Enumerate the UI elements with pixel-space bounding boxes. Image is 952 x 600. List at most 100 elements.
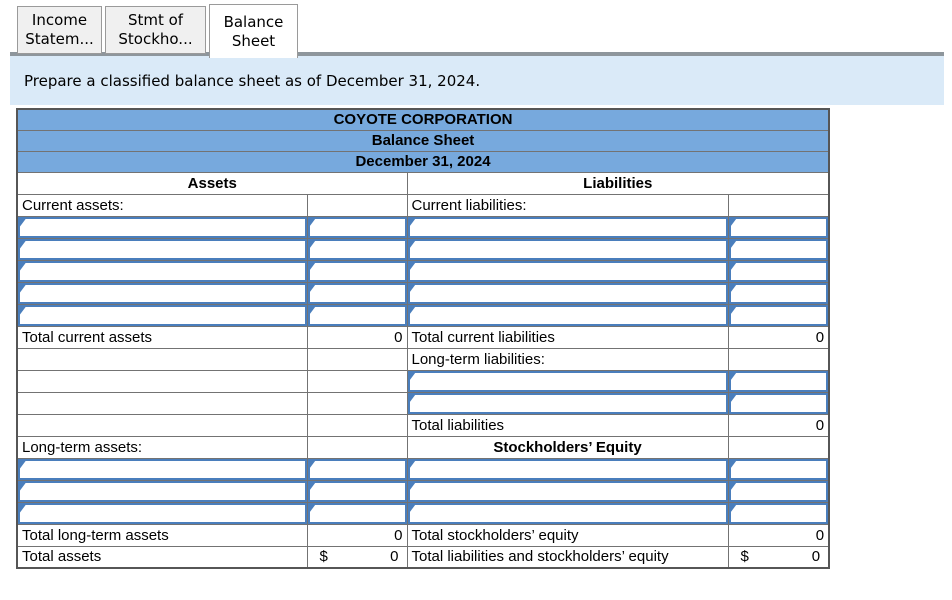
statement-title-row: Balance Sheet bbox=[16, 129, 830, 152]
tab-income-statement[interactable]: Income Statem... bbox=[17, 6, 102, 54]
empty-cell bbox=[306, 369, 408, 393]
account-input-cell[interactable] bbox=[406, 369, 729, 393]
tab-strip: Income Statem... Stmt of Stockho... Bala… bbox=[17, 4, 298, 58]
amount-input-cell[interactable] bbox=[727, 215, 830, 239]
current-liabilities-label: Current liabilities: bbox=[406, 193, 729, 217]
empty-cell bbox=[16, 369, 308, 393]
empty-cell bbox=[16, 413, 308, 437]
balance-sheet-table: COYOTE CORPORATION Balance Sheet Decembe… bbox=[16, 108, 831, 569]
account-input-cell[interactable] bbox=[406, 479, 729, 503]
subtotal-row: Total long-term assets 0 Total stockhold… bbox=[16, 523, 830, 547]
table-row: Current assets: Current liabilities: bbox=[16, 193, 830, 217]
total-assets-value: 0 bbox=[390, 548, 399, 566]
total-long-term-assets-label: Total long-term assets bbox=[16, 523, 308, 547]
amount-input-cell[interactable] bbox=[727, 391, 830, 415]
amount-input-cell[interactable] bbox=[727, 303, 830, 327]
total-current-liabilities-label: Total current liabilities bbox=[406, 325, 729, 349]
amount-input-cell[interactable] bbox=[306, 281, 408, 305]
tab-stmt-line1: Stmt of bbox=[127, 11, 184, 29]
account-input-cell[interactable] bbox=[16, 457, 308, 481]
currency-symbol: $ bbox=[319, 548, 328, 566]
tab-stmt-line2: Stockho... bbox=[118, 30, 193, 48]
liabilities-header: Liabilities bbox=[406, 171, 830, 195]
currency-symbol: $ bbox=[740, 548, 749, 566]
amount-input-cell[interactable] bbox=[727, 281, 830, 305]
statement-title: Balance Sheet bbox=[16, 129, 830, 152]
current-assets-label: Current assets: bbox=[16, 193, 308, 217]
amount-input-cell[interactable] bbox=[727, 259, 830, 283]
empty-cell bbox=[306, 435, 408, 459]
total-liabilities-and-equity-value-cell: $ 0 bbox=[727, 545, 830, 569]
statement-date-row: December 31, 2024 bbox=[16, 150, 830, 173]
account-input-cell[interactable] bbox=[406, 501, 729, 525]
account-input-cell[interactable] bbox=[16, 303, 308, 327]
account-input-cell[interactable] bbox=[16, 479, 308, 503]
amount-input-cell[interactable] bbox=[306, 259, 408, 283]
account-input-cell[interactable] bbox=[16, 501, 308, 525]
input-row bbox=[16, 281, 830, 305]
statement-date: December 31, 2024 bbox=[16, 150, 830, 173]
account-input-cell[interactable] bbox=[406, 457, 729, 481]
account-input-cell[interactable] bbox=[406, 391, 729, 415]
amount-input-cell[interactable] bbox=[306, 215, 408, 239]
account-input-cell[interactable] bbox=[406, 259, 729, 283]
input-row bbox=[16, 457, 830, 481]
empty-cell bbox=[727, 435, 830, 459]
empty-cell bbox=[306, 347, 408, 371]
amount-input-cell[interactable] bbox=[306, 457, 408, 481]
total-liabilities-value: 0 bbox=[727, 413, 830, 437]
total-assets-label: Total assets bbox=[16, 545, 308, 569]
total-current-assets-value: 0 bbox=[306, 325, 408, 349]
company-title-row: COYOTE CORPORATION bbox=[16, 108, 830, 131]
tab-bar: Income Statem... Stmt of Stockho... Bala… bbox=[0, 0, 952, 58]
total-current-liabilities-value: 0 bbox=[727, 325, 830, 349]
amount-input-cell[interactable] bbox=[306, 479, 408, 503]
long-term-liabilities-label: Long-term liabilities: bbox=[406, 347, 729, 371]
account-input-cell[interactable] bbox=[406, 281, 729, 305]
amount-input-cell[interactable] bbox=[727, 479, 830, 503]
total-stockholders-equity-label: Total stockholders’ equity bbox=[406, 523, 729, 547]
amount-input-cell[interactable] bbox=[727, 369, 830, 393]
empty-cell bbox=[727, 193, 830, 217]
empty-cell bbox=[727, 347, 830, 371]
tab-balance-sheet-line2: Sheet bbox=[231, 31, 276, 50]
input-row bbox=[16, 215, 830, 239]
amount-input-cell[interactable] bbox=[727, 457, 830, 481]
amount-input-cell[interactable] bbox=[306, 501, 408, 525]
total-stockholders-equity-value: 0 bbox=[727, 523, 830, 547]
amount-input-cell[interactable] bbox=[306, 237, 408, 261]
account-input-cell[interactable] bbox=[16, 259, 308, 283]
total-long-term-assets-value: 0 bbox=[306, 523, 408, 547]
amount-input-cell[interactable] bbox=[727, 237, 830, 261]
empty-cell bbox=[16, 391, 308, 415]
total-assets-value-cell: $ 0 bbox=[306, 545, 408, 569]
tab-balance-sheet-line1: Balance bbox=[223, 12, 284, 31]
input-row bbox=[16, 369, 830, 393]
account-input-cell[interactable] bbox=[406, 215, 729, 239]
account-input-cell[interactable] bbox=[406, 303, 729, 327]
input-row bbox=[16, 501, 830, 525]
total-liabilities-and-equity-label: Total liabilities and stockholders’ equi… bbox=[406, 545, 729, 569]
account-input-cell[interactable] bbox=[16, 237, 308, 261]
input-row bbox=[16, 259, 830, 283]
account-input-cell[interactable] bbox=[406, 237, 729, 261]
empty-cell bbox=[306, 413, 408, 437]
long-term-assets-label: Long-term assets: bbox=[16, 435, 308, 459]
input-row bbox=[16, 303, 830, 327]
tab-bar-underline bbox=[10, 52, 944, 56]
account-input-cell[interactable] bbox=[16, 215, 308, 239]
input-row bbox=[16, 479, 830, 503]
tab-stmt-of-stockholders-equity[interactable]: Stmt of Stockho... bbox=[105, 6, 206, 54]
amount-input-cell[interactable] bbox=[306, 303, 408, 327]
assets-header: Assets bbox=[16, 171, 408, 195]
input-row bbox=[16, 391, 830, 415]
account-input-cell[interactable] bbox=[16, 281, 308, 305]
tab-balance-sheet[interactable]: Balance Sheet bbox=[209, 4, 298, 58]
table-row: Long-term liabilities: bbox=[16, 347, 830, 371]
amount-input-cell[interactable] bbox=[727, 501, 830, 525]
subtotal-row: Total current assets 0 Total current lia… bbox=[16, 325, 830, 349]
company-title: COYOTE CORPORATION bbox=[16, 108, 830, 131]
total-liabilities-label: Total liabilities bbox=[406, 413, 729, 437]
subtotal-row: Total liabilities 0 bbox=[16, 413, 830, 437]
section-header-row: Assets Liabilities bbox=[16, 171, 830, 195]
